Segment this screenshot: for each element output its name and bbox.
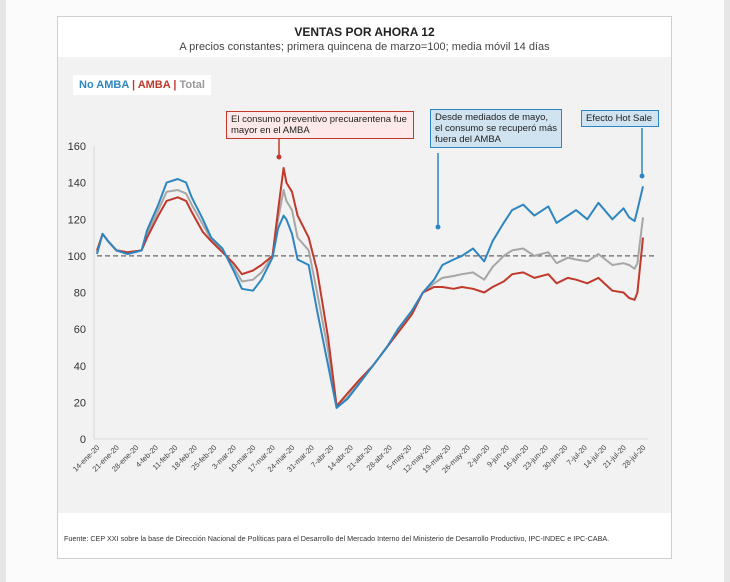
y-tick-label: 100	[68, 251, 86, 263]
y-tick-label: 20	[74, 397, 86, 409]
y-tick-label: 140	[68, 178, 86, 190]
legend-entry-amba: AMBA	[137, 79, 171, 91]
chart-title: VENTAS POR AHORA 12	[294, 25, 435, 39]
y-tick-label: 120	[68, 214, 86, 226]
annotation-marker-hot-sale	[639, 173, 645, 179]
series-line-total	[96, 189, 644, 409]
y-tick-label: 80	[74, 288, 86, 300]
window-edge-left	[0, 0, 6, 582]
y-tick-label: 0	[80, 434, 86, 446]
chart-subtitle: A precios constantes; primera quincena d…	[179, 41, 550, 53]
series-line-no-amba	[96, 178, 644, 409]
annotation-marker-precuarentena	[276, 154, 282, 160]
legend-separator: |	[131, 79, 136, 91]
annotation-hot-sale: Efecto Hot Sale	[581, 110, 659, 127]
legend-separator: |	[173, 79, 177, 91]
series-line-amba	[96, 167, 644, 407]
source-note: Fuente: CEP XXI sobre la base de Direcci…	[64, 534, 610, 543]
chart-card: VENTAS POR AHORA 12 A precios constantes…	[57, 16, 672, 559]
y-tick-label: 40	[74, 361, 86, 373]
legend-entry-total: Total	[179, 79, 205, 91]
annotation-precuarentena: El consumo preventivo precuarentena fue …	[226, 111, 414, 139]
annotation-marker-mediados-mayo	[435, 224, 441, 230]
legend-entry-no-amba: No AMBA	[79, 79, 129, 91]
annotation-mediados-mayo: Desde mediados de mayo, el consumo se re…	[430, 109, 562, 148]
y-tick-label: 60	[74, 324, 86, 336]
y-tick-label: 160	[68, 141, 86, 153]
legend: No AMBA | AMBA | Total	[73, 75, 211, 95]
scrollbar-track[interactable]	[724, 0, 730, 582]
